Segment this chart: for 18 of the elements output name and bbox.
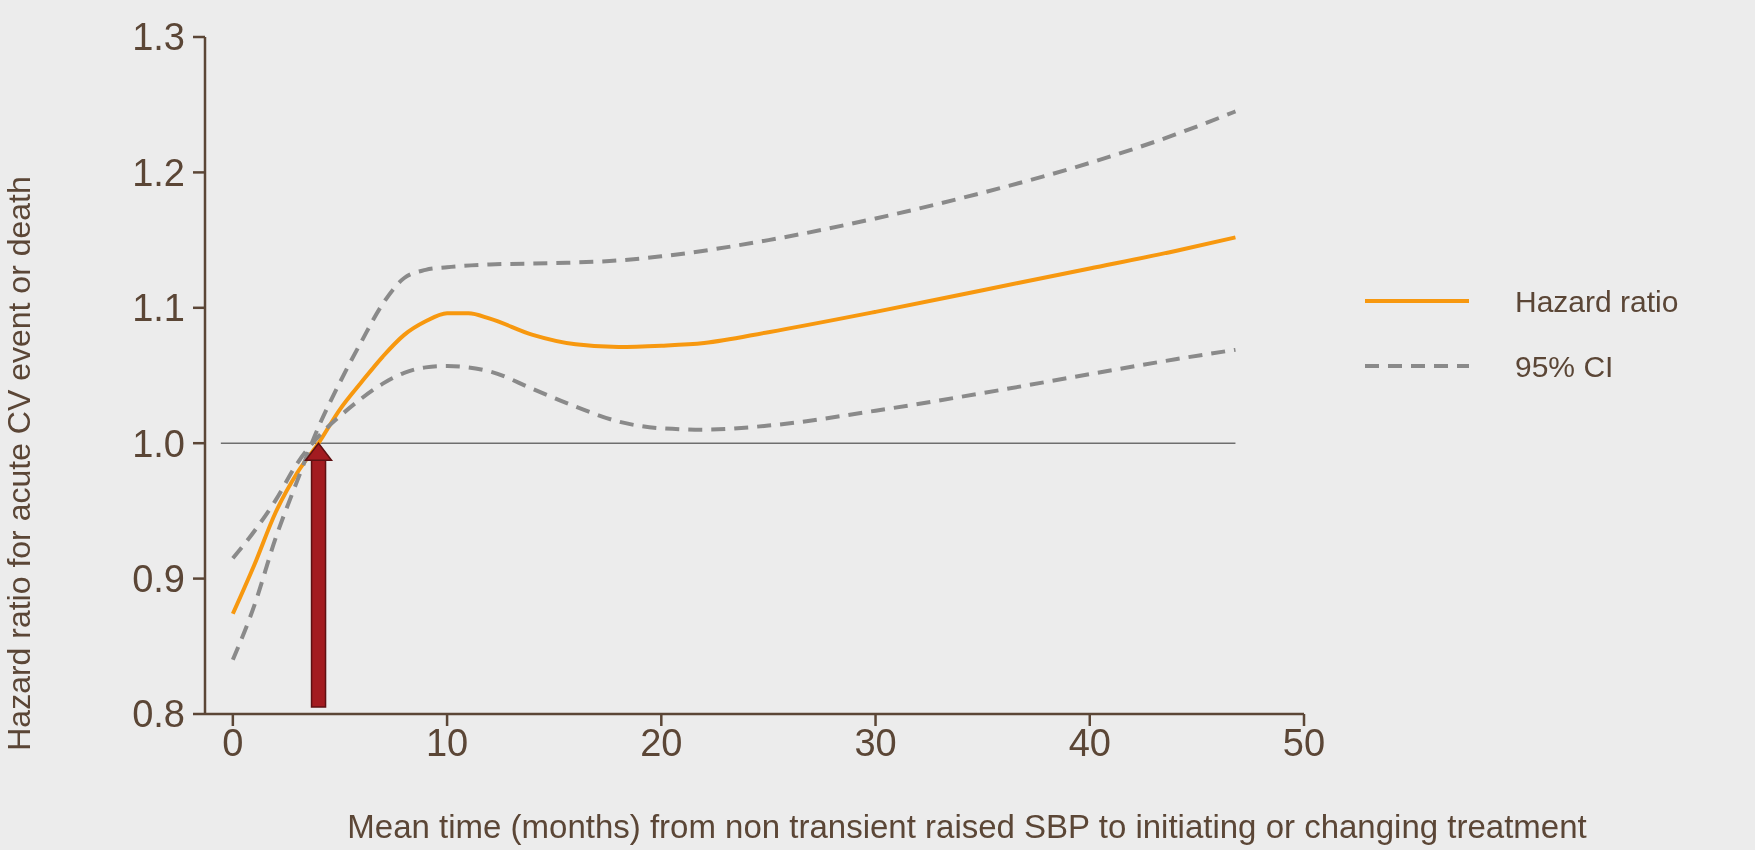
legend-label: Hazard ratio bbox=[1515, 284, 1679, 318]
y-tick-label: 0.8 bbox=[132, 693, 185, 736]
line-series bbox=[230, 235, 1238, 616]
x-tick-label: 40 bbox=[1068, 722, 1111, 764]
x-tick-label: 20 bbox=[640, 722, 683, 764]
legend-label: 95% CI bbox=[1515, 349, 1614, 383]
x-tick-label: 0 bbox=[222, 722, 244, 764]
y-axis-title: Hazard ratio for acute CV event or death bbox=[1, 176, 37, 751]
x-tick-label: 30 bbox=[854, 722, 897, 764]
y-tick-label: 0.9 bbox=[132, 557, 185, 600]
y-tick-label: 1.3 bbox=[132, 16, 185, 59]
x-axis-title: Mean time (months) from non transient raised SBP to initiating or changing treatment bbox=[347, 808, 1587, 845]
line-series bbox=[230, 109, 1238, 662]
y-tick-label: 1.0 bbox=[132, 422, 185, 465]
y-tick-label: 1.1 bbox=[132, 287, 185, 330]
x-tick-label: 10 bbox=[425, 722, 469, 764]
y-tick-label: 1.2 bbox=[132, 151, 185, 194]
x-tick-label: 50 bbox=[1282, 722, 1326, 764]
